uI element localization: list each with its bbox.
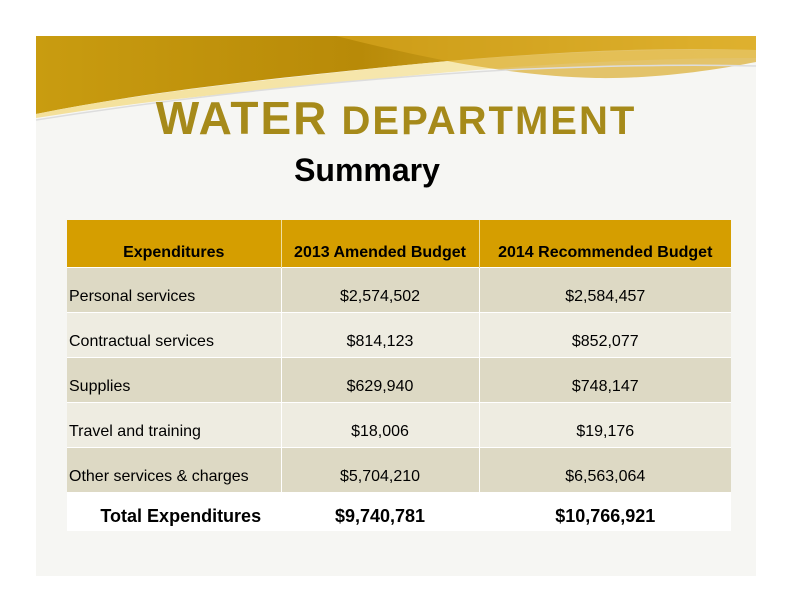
page-subtitle: Summary <box>294 152 440 188</box>
row-label: Other services & charges <box>67 447 282 493</box>
row-2013-value: $2,574,502 <box>281 267 480 313</box>
row-2014-value: $748,147 <box>479 357 731 403</box>
row-2014-value: $6,563,064 <box>479 447 731 493</box>
total-2014-value: $10,766,921 <box>479 492 731 531</box>
row-2014-value: $19,176 <box>479 402 731 448</box>
row-2014-value: $852,077 <box>479 312 731 358</box>
table-row: Contractual services $814,123 $852,077 <box>67 312 731 358</box>
row-label: Personal services <box>67 267 282 313</box>
title-word-water: WATER <box>155 92 329 144</box>
header-expenditures: Expenditures <box>67 220 282 268</box>
page-title: WATER DEPARTMENT <box>36 94 756 145</box>
title-word-department: DEPARTMENT <box>341 99 637 143</box>
table-row: Supplies $629,940 $748,147 <box>67 357 731 403</box>
total-label: Total Expenditures <box>67 492 282 531</box>
row-2013-value: $18,006 <box>281 402 480 448</box>
expenditures-table: Expenditures 2013 Amended Budget 2014 Re… <box>67 220 731 531</box>
row-2013-value: $629,940 <box>281 357 480 403</box>
header-2014-recommended-budget: 2014 Recommended Budget <box>479 220 731 268</box>
row-2013-value: $814,123 <box>281 312 480 358</box>
row-label: Travel and training <box>67 402 282 448</box>
row-label: Supplies <box>67 357 282 403</box>
table-row: Personal services $2,574,502 $2,584,457 <box>67 267 731 313</box>
table-header-row: Expenditures 2013 Amended Budget 2014 Re… <box>67 220 731 268</box>
row-2013-value: $5,704,210 <box>281 447 480 493</box>
total-2013-value: $9,740,781 <box>281 492 480 531</box>
slide: WATER DEPARTMENT Summary Expenditures 20… <box>36 36 756 576</box>
table-row: Other services & charges $5,704,210 $6,5… <box>67 447 731 493</box>
header-2013-amended-budget: 2013 Amended Budget <box>281 220 480 268</box>
row-label: Contractual services <box>67 312 282 358</box>
row-2014-value: $2,584,457 <box>479 267 731 313</box>
table-row: Travel and training $18,006 $19,176 <box>67 402 731 448</box>
decorative-swoosh-banner <box>36 36 756 121</box>
table-total-row: Total Expenditures $9,740,781 $10,766,92… <box>67 492 731 531</box>
